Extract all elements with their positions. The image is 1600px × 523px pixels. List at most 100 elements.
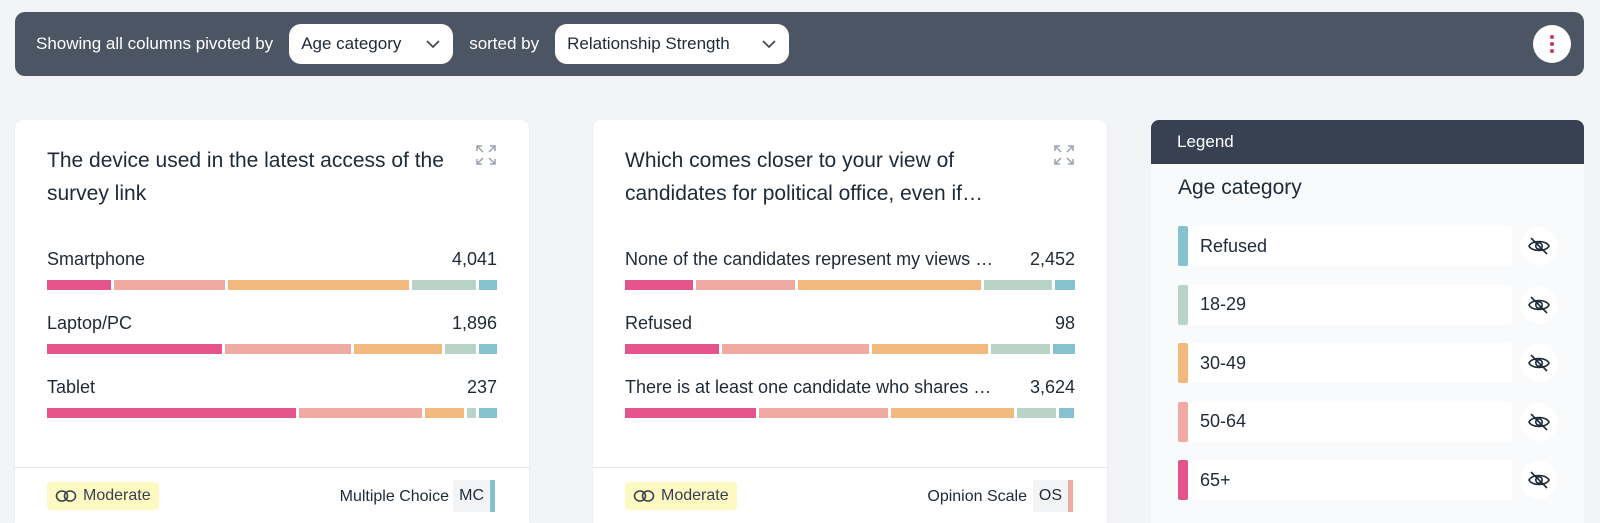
- hide-series-button[interactable]: [1520, 344, 1558, 382]
- hide-series-button[interactable]: [1520, 461, 1558, 499]
- legend-swatch: [1178, 226, 1188, 266]
- bar-segment-18-29: [1017, 408, 1056, 418]
- legend-item-box: Refused: [1178, 226, 1512, 266]
- question-card: Which comes closer to your view of candi…: [593, 120, 1107, 523]
- eye-off-icon: [1528, 412, 1550, 431]
- answer-count: 3,624: [1029, 377, 1075, 397]
- legend-item-box: 30-49: [1178, 343, 1512, 383]
- bar-segment-18-29: [412, 280, 477, 290]
- card-title: Which comes closer to your view of candi…: [625, 149, 983, 205]
- bar-segment-18-29: [467, 408, 477, 418]
- bar-segment-65-plus: [625, 280, 693, 290]
- question-code: MC: [459, 487, 484, 504]
- answer-label: Smartphone: [47, 249, 146, 269]
- legend-header: Legend: [1151, 120, 1584, 164]
- bar-segment-50-64: [224, 344, 352, 354]
- answer-count: 237: [466, 377, 497, 397]
- legend-item-label: 50-64: [1200, 411, 1247, 431]
- bar-segment-65-plus: [47, 408, 297, 418]
- answer-label: None of the candidates represent my view…: [625, 249, 994, 269]
- answer-count: 4,041: [451, 249, 497, 269]
- bar-segment-refused: [479, 408, 497, 418]
- bar-segment-30-49: [354, 344, 443, 354]
- card-footer: Moderate Opinion Scale OS: [593, 467, 1107, 523]
- hide-series-button[interactable]: [1520, 285, 1558, 324]
- hide-series-button[interactable]: [1520, 402, 1558, 441]
- card-title: The device used in the latest access of …: [47, 149, 444, 205]
- pivot-dropdown-value: Age category: [301, 34, 402, 53]
- legend-subtitle: Age category: [1178, 176, 1302, 199]
- legend-item: 30-49: [1178, 343, 1558, 383]
- expand-icon[interactable]: [475, 144, 497, 166]
- legend-swatch: [1178, 401, 1188, 442]
- eye-off-icon: [1528, 354, 1550, 372]
- stacked-bar: [625, 408, 1075, 418]
- strength-label: Moderate: [661, 487, 729, 504]
- bar-segment-65-plus: [625, 408, 756, 418]
- bar-segment-65-plus: [625, 344, 719, 354]
- pivot-dropdown[interactable]: Age category: [289, 24, 454, 64]
- bar-segment-50-64: [695, 280, 795, 290]
- legend-item: 18-29: [1178, 284, 1558, 325]
- kebab-vertical-icon: [1550, 34, 1554, 55]
- bar-segment-50-64: [299, 408, 423, 418]
- bar-segment-50-64: [722, 344, 869, 354]
- question-type-label: Multiple Choice: [339, 488, 449, 505]
- bar-segment-30-49: [891, 408, 1014, 418]
- more-options-button[interactable]: [1533, 25, 1571, 63]
- chevron-down-icon: [426, 40, 440, 49]
- bar-segment-30-49: [425, 408, 465, 418]
- eye-off-icon: [1528, 237, 1550, 255]
- pivot-prefix-label: Showing all columns pivoted by: [36, 34, 274, 53]
- bar-segment-18-29: [445, 344, 477, 354]
- stacked-bar: [47, 408, 497, 418]
- stacked-bar: [625, 344, 1075, 354]
- question-type-badge: MC: [453, 480, 495, 512]
- bar-segment-18-29: [991, 344, 1050, 354]
- legend-swatch: [1178, 284, 1188, 325]
- question-type-color-strip: [490, 480, 495, 512]
- bar-segment-refused: [479, 280, 497, 290]
- question-code: OS: [1038, 487, 1062, 504]
- bar-segment-30-49: [797, 280, 982, 290]
- answer-label: Refused: [625, 313, 693, 333]
- relationship-strength-badge: Moderate: [47, 482, 159, 510]
- legend-item-box: 65+: [1178, 460, 1512, 500]
- answer-label: Tablet: [47, 377, 96, 397]
- chevron-down-icon: [762, 40, 776, 49]
- legend-item-box: 18-29: [1178, 284, 1512, 325]
- bar-segment-50-64: [759, 408, 888, 418]
- bar-segment-30-49: [228, 280, 410, 290]
- legend-swatch: [1178, 343, 1188, 383]
- legend-panel: Legend Age category Refused 18-29 30-49 50-…: [1151, 120, 1584, 523]
- bar-segment-30-49: [872, 344, 988, 354]
- answer-label: Laptop/PC: [47, 313, 133, 333]
- bar-segment-refused: [1059, 408, 1074, 418]
- legend-item-label: Refused: [1200, 235, 1268, 256]
- bar-segment-refused: [479, 344, 497, 354]
- sort-dropdown-value: Relationship Strength: [567, 34, 730, 53]
- link-icon: [633, 490, 655, 502]
- question-type-badge: OS: [1032, 480, 1073, 512]
- card-footer: Moderate Multiple Choice MC: [15, 467, 529, 523]
- legend-item: Refused: [1178, 226, 1558, 266]
- pivot-toolbar: Showing all columns pivoted by Age categ…: [15, 12, 1584, 76]
- bar-segment-50-64: [113, 280, 226, 290]
- sort-dropdown[interactable]: Relationship Strength: [555, 24, 790, 64]
- legend-item-label: 65+: [1200, 469, 1231, 490]
- bar-segment-refused: [1055, 280, 1075, 290]
- question-card: The device used in the latest access of …: [15, 120, 529, 523]
- legend-swatch: [1178, 460, 1188, 500]
- expand-icon[interactable]: [1053, 144, 1075, 166]
- stacked-bar: [625, 280, 1075, 290]
- hide-series-button[interactable]: [1520, 227, 1558, 265]
- eye-off-icon: [1528, 295, 1550, 314]
- legend-item: 65+: [1178, 460, 1558, 500]
- answer-label: There is at least one candidate who shar…: [625, 377, 992, 397]
- bar-segment-refused: [1053, 344, 1075, 354]
- legend-item-box: 50-64: [1178, 401, 1512, 442]
- legend-item-label: 18-29: [1200, 294, 1247, 314]
- answer-count: 98: [1054, 313, 1075, 333]
- answer-count: 1,896: [451, 313, 497, 333]
- legend-item: 50-64: [1178, 401, 1558, 442]
